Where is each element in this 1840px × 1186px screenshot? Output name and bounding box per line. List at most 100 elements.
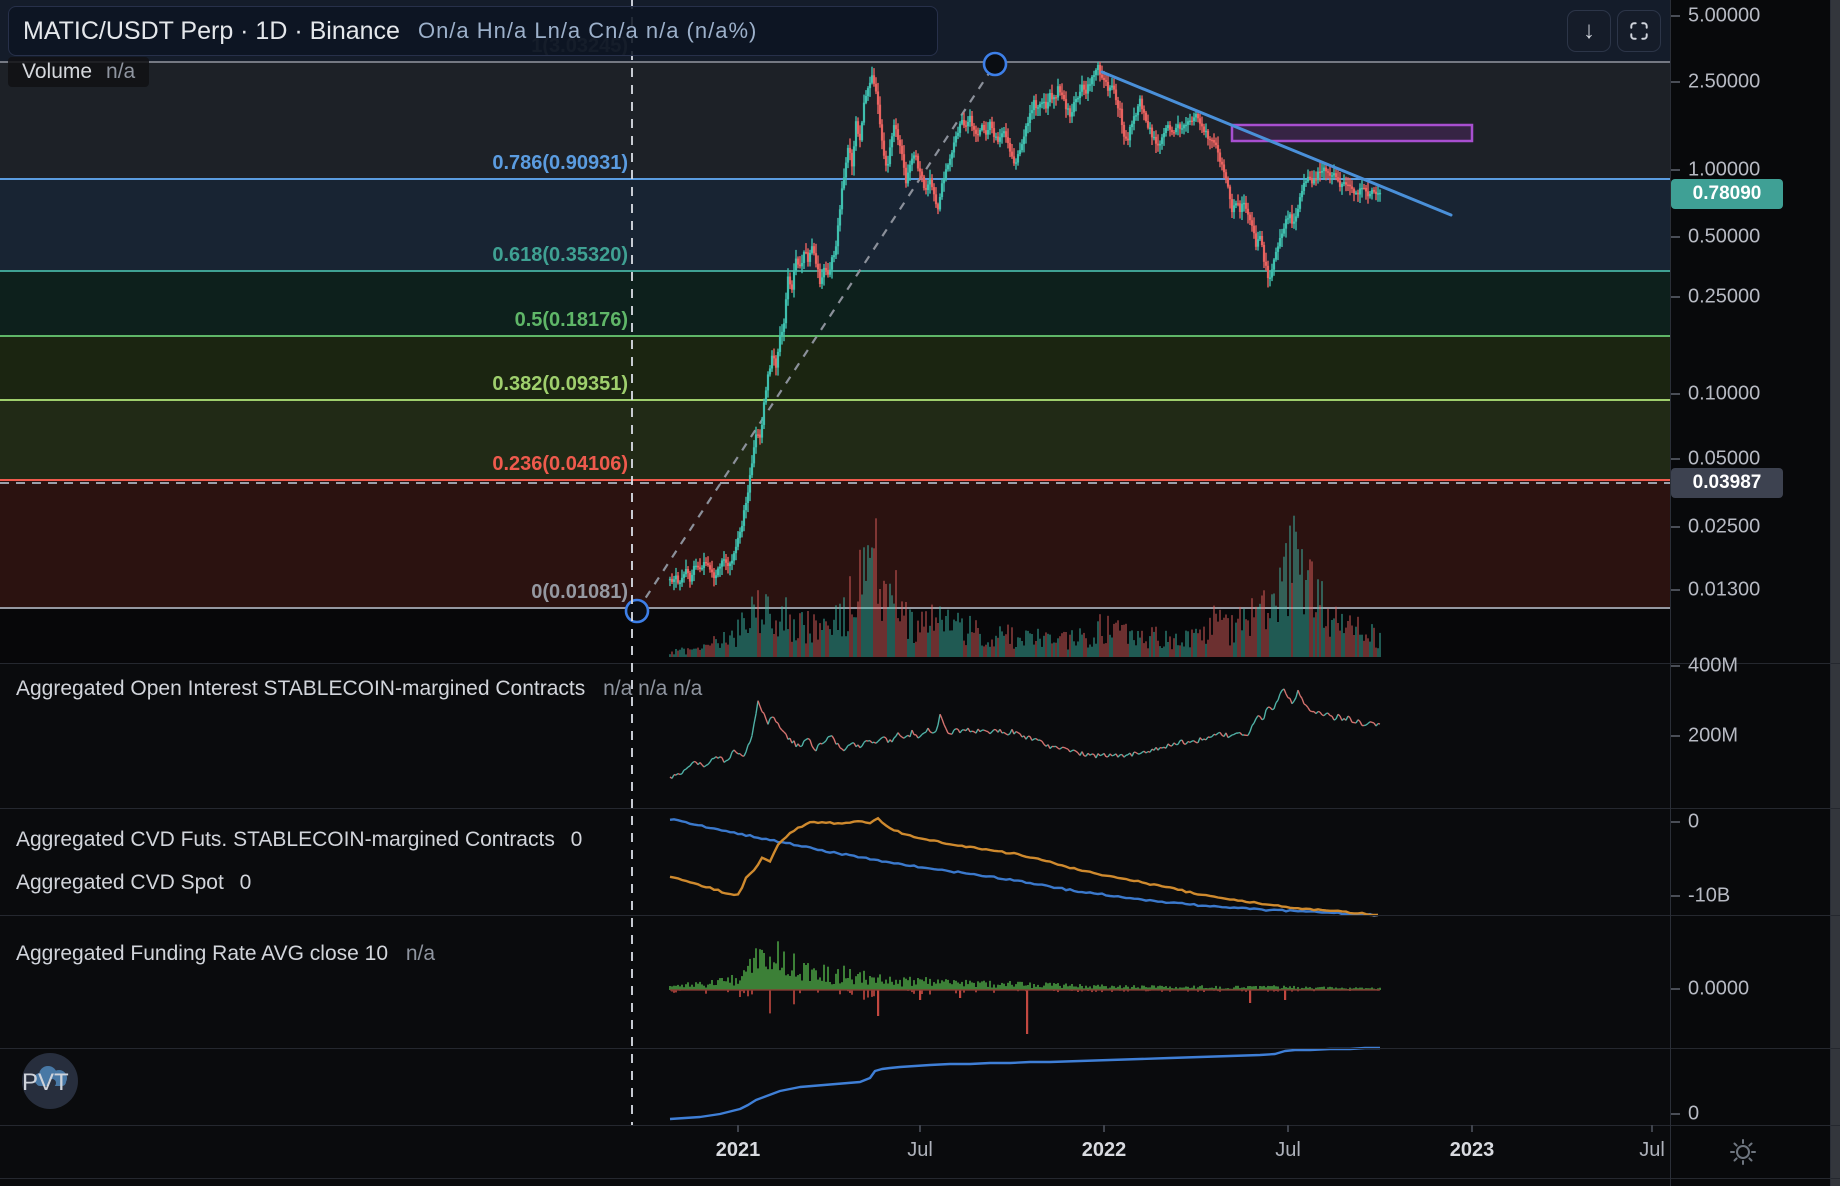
brightness-toggle[interactable] <box>1727 1136 1759 1173</box>
time-tick-0 <box>737 1125 739 1132</box>
fib-band-5 <box>0 400 1670 480</box>
price-badge-0.03987: 0.03987 <box>1671 468 1783 498</box>
fib-line-1[interactable] <box>0 61 1670 63</box>
price-tick-5.00000: 5.00000 <box>1688 4 1761 27</box>
vertical-dashed-line[interactable] <box>631 0 633 1125</box>
price-tick-2.50000-tick <box>1671 81 1680 83</box>
pane-tick-1-200M-tick <box>1671 735 1680 737</box>
pane-tick-0-400M-tick <box>1671 665 1680 667</box>
fib-band-4 <box>0 336 1670 400</box>
price-tick-0.10000-tick <box>1671 393 1680 395</box>
sun-icon <box>1730 1139 1756 1165</box>
price-badge-0.78090: 0.78090 <box>1671 179 1783 209</box>
pane-divider-3[interactable] <box>0 1048 1840 1049</box>
volume-label: Volume <box>22 60 93 83</box>
fib-band-1 <box>0 63 1670 179</box>
fib-line-0.236[interactable] <box>0 479 1670 481</box>
arrow-down-icon: ↓ <box>1583 17 1595 44</box>
pane-tick-4-0.0000-tick <box>1671 988 1680 990</box>
right-scroll-strip[interactable] <box>1831 0 1840 1186</box>
price-tick-1.00000-tick <box>1671 169 1680 171</box>
cvd-futures-legend[interactable]: Aggregated CVD Futs. STABLECOIN-margined… <box>16 828 582 852</box>
time-tick-5 <box>1651 1125 1653 1132</box>
funding-rate-legend[interactable]: Aggregated Funding Rate AVG close 10 n/a <box>16 942 435 966</box>
fib-line-0[interactable] <box>0 607 1670 609</box>
time-label-2022-2: 2022 <box>1081 1139 1127 1161</box>
time-label-Jul-5: Jul <box>1639 1139 1665 1161</box>
fib-line-0.786[interactable] <box>0 178 1670 180</box>
pane-tick-3--10B: -10B <box>1688 884 1731 907</box>
price-tick-0.10000: 0.10000 <box>1688 382 1761 405</box>
volume-value: n/a <box>106 60 136 83</box>
price-tick-5.00000-tick <box>1671 15 1680 17</box>
fib-band-3 <box>0 271 1670 336</box>
download-button[interactable]: ↓ <box>1567 10 1611 52</box>
fib-line-0.618[interactable] <box>0 270 1670 272</box>
fib-label-0.5: 0.5(0.18176) <box>514 309 628 331</box>
price-tick-0.01300: 0.01300 <box>1688 578 1761 601</box>
symbol-title[interactable]: MATIC/USDT Perp · 1D · Binance <box>23 16 400 45</box>
cloud-icon <box>34 1066 67 1087</box>
price-tick-0.02500: 0.02500 <box>1688 515 1761 538</box>
time-label-Jul-3: Jul <box>1275 1139 1301 1161</box>
price-tick-0.25000-tick <box>1671 296 1680 298</box>
price-axis-separator[interactable] <box>1670 0 1671 1186</box>
time-label-2023-4: 2023 <box>1449 1139 1495 1161</box>
price-tick-0.05000: 0.05000 <box>1688 447 1761 470</box>
pvt-legend[interactable]: PVT <box>22 1053 80 1109</box>
pane-tick-3--10B-tick <box>1671 895 1680 897</box>
price-tick-2.50000: 2.50000 <box>1688 70 1761 93</box>
pane-divider-1[interactable] <box>0 808 1840 809</box>
fib-label-0.236: 0.236(0.04106) <box>492 453 628 475</box>
expand-icon <box>1630 22 1648 40</box>
price-tick-0.50000-tick <box>1671 236 1680 238</box>
pane-divider-5[interactable] <box>0 1178 1840 1179</box>
cvd-futures-value: 0 <box>570 828 583 851</box>
cvd-spot-value: 0 <box>239 871 252 894</box>
fib-label-0.618: 0.618(0.35320) <box>492 244 628 266</box>
pane-divider-2[interactable] <box>0 915 1840 916</box>
price-tick-0.01300-tick <box>1671 589 1680 591</box>
edge-separator <box>1830 0 1831 1186</box>
time-tick-2 <box>1103 1125 1105 1132</box>
fib-band-6 <box>0 480 1670 608</box>
time-label-2021-0: 2021 <box>715 1139 761 1161</box>
pane-tick-2-0: 0 <box>1688 810 1700 833</box>
pane-tick-1-200M: 200M <box>1688 724 1739 747</box>
time-label-Jul-1: Jul <box>907 1139 933 1161</box>
price-tick-0.25000: 0.25000 <box>1688 285 1761 308</box>
pane-divider-0[interactable] <box>0 663 1840 664</box>
time-tick-4 <box>1471 1125 1473 1132</box>
fib-band-7 <box>0 608 1670 663</box>
pvt-title: PVT <box>22 1069 69 1096</box>
price-tick-0.02500-tick <box>1671 526 1680 528</box>
cvd-spot-title: Aggregated CVD Spot <box>16 871 224 894</box>
fullscreen-button[interactable] <box>1617 10 1661 52</box>
price-tick-0.50000: 0.50000 <box>1688 225 1761 248</box>
pane-tick-4-0.0000: 0.0000 <box>1688 977 1750 1000</box>
fib-line-0.382[interactable] <box>0 399 1670 401</box>
fib-label-0: 0(0.01081) <box>531 581 628 603</box>
fib-line-0.5[interactable] <box>0 335 1670 337</box>
symbol-legend[interactable]: MATIC/USDT Perp · 1D · Binance On/a Hn/a… <box>8 6 938 56</box>
pane-tick-5-0-tick <box>1671 1113 1680 1115</box>
open-interest-legend[interactable]: Aggregated Open Interest STABLECOIN-marg… <box>16 677 702 701</box>
price-dashed-line <box>0 482 1670 484</box>
ohlc-values: On/a Hn/a Ln/a Cn/a n/a (n/a%) <box>417 18 758 43</box>
funding-rate-value: n/a <box>405 942 436 965</box>
pane-tick-0-400M: 400M <box>1688 654 1739 677</box>
cvd-futures-title: Aggregated CVD Futs. STABLECOIN-margined… <box>16 828 555 851</box>
pane-tick-2-0-tick <box>1671 821 1680 823</box>
fib-label-0.382: 0.382(0.09351) <box>492 373 628 395</box>
fib-label-0.786: 0.786(0.90931) <box>492 152 628 174</box>
pane-tick-5-0: 0 <box>1688 1102 1700 1125</box>
price-tick-1.00000: 1.00000 <box>1688 158 1761 181</box>
volume-legend[interactable]: Volume n/a <box>8 57 150 87</box>
price-tick-0.05000-tick <box>1671 458 1680 460</box>
cvd-spot-legend[interactable]: Aggregated CVD Spot 0 <box>16 871 251 895</box>
open-interest-values: n/a n/a n/a <box>603 677 703 700</box>
time-tick-1 <box>919 1125 921 1132</box>
open-interest-title: Aggregated Open Interest STABLECOIN-marg… <box>16 677 586 700</box>
